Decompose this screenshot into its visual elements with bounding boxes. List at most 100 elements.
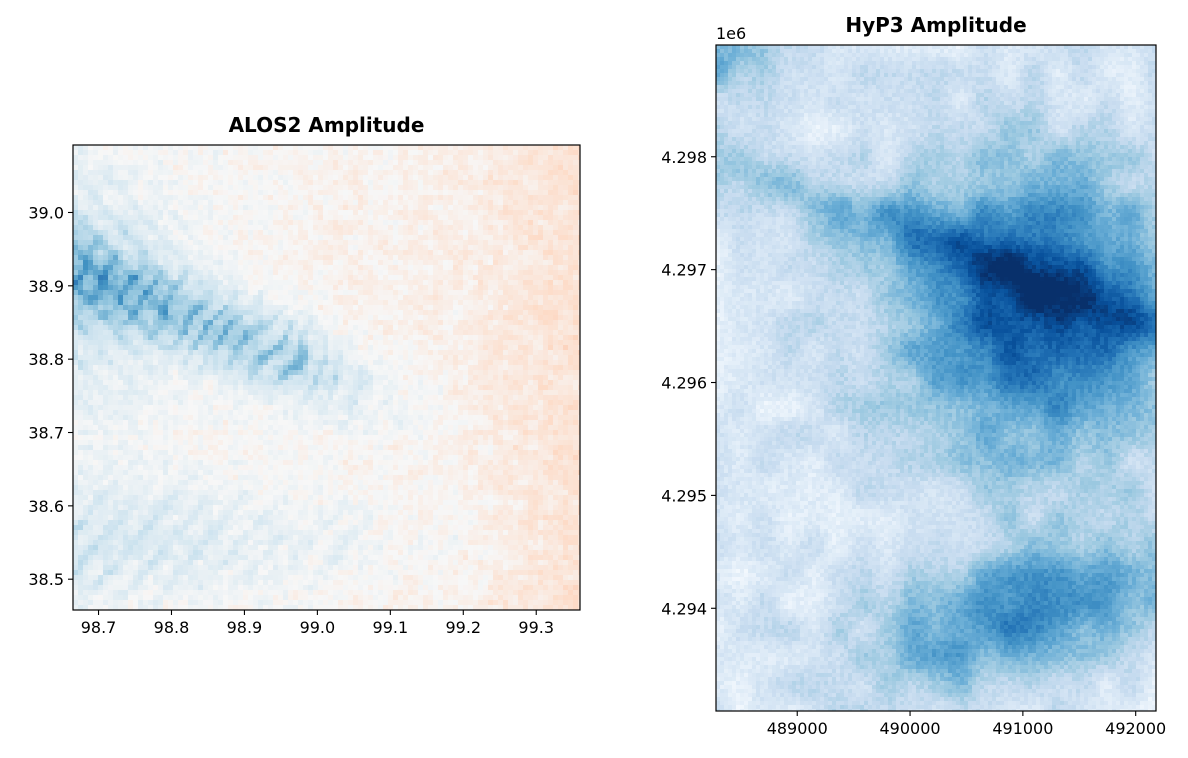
heatmap-cell (273, 180, 279, 186)
heatmap-cell (73, 335, 79, 341)
heatmap-cell (373, 230, 379, 236)
heatmap-cell (443, 265, 449, 271)
heatmap-cell (248, 285, 254, 291)
heatmap-cell (328, 325, 334, 331)
heatmap-cell (158, 265, 164, 271)
heatmap-cell (453, 265, 459, 271)
heatmap-cell (513, 280, 519, 286)
heatmap-cell (173, 225, 179, 231)
heatmap-cell (463, 370, 469, 376)
heatmap-cell (73, 325, 79, 331)
heatmap-cell (248, 345, 254, 351)
heatmap-cell (353, 150, 359, 156)
heatmap-cell (578, 185, 580, 191)
heatmap-cell (538, 310, 544, 316)
heatmap-cell (293, 235, 299, 241)
heatmap-cell (133, 195, 139, 201)
heatmap-cell (463, 275, 469, 281)
heatmap-cell (213, 155, 219, 161)
heatmap-cell (273, 360, 279, 366)
heatmap-cell (348, 330, 354, 336)
heatmap-cell (538, 235, 544, 241)
heatmap-cell (383, 190, 389, 196)
heatmap-cell (123, 270, 129, 276)
heatmap-cell (288, 210, 294, 216)
heatmap-cell (383, 165, 389, 171)
heatmap-cell (138, 365, 144, 371)
heatmap-cell (153, 170, 159, 176)
heatmap-cell (258, 315, 264, 321)
heatmap-cell (288, 240, 294, 246)
heatmap-cell (273, 275, 279, 281)
heatmap-cell (108, 375, 114, 381)
heatmap-cell (128, 375, 134, 381)
heatmap-cell (473, 190, 479, 196)
heatmap-cell (413, 365, 419, 371)
heatmap-cell (138, 335, 144, 341)
heatmap-cell (158, 355, 164, 361)
heatmap-cell (513, 360, 519, 366)
heatmap-cell (358, 145, 364, 151)
heatmap-cell (383, 230, 389, 236)
heatmap-cell (308, 235, 314, 241)
heatmap-cell (153, 230, 159, 236)
heatmap-cell (193, 365, 199, 371)
heatmap-cell (503, 285, 509, 291)
heatmap-cell (78, 255, 84, 261)
heatmap-cell (243, 365, 249, 371)
heatmap-cell (148, 165, 154, 171)
heatmap-cell (83, 360, 89, 366)
heatmap-cell (363, 195, 369, 201)
heatmap-cell (218, 335, 224, 341)
heatmap-cell (568, 365, 574, 371)
heatmap-cell (318, 160, 324, 166)
heatmap-cell (338, 255, 344, 261)
heatmap-cell (223, 220, 229, 226)
alos2-panel: ALOS2 Amplitude 98.7 98.8 98.9 99.0 99.1 99.2… (28, 113, 581, 637)
heatmap-cell (448, 195, 454, 201)
heatmap-cell (458, 335, 464, 341)
heatmap-cell (378, 345, 384, 351)
heatmap-cell (548, 360, 554, 366)
heatmap-cell (333, 185, 339, 191)
heatmap-cell (338, 215, 344, 221)
heatmap-cell (568, 170, 574, 176)
heatmap-cell (243, 175, 249, 181)
heatmap-cell (273, 160, 279, 166)
heatmap-cell (458, 295, 464, 301)
heatmap-cell (298, 340, 304, 346)
heatmap-cell (503, 160, 509, 166)
heatmap-cell (243, 235, 249, 241)
heatmap-cell (83, 300, 89, 306)
heatmap-cell (503, 240, 509, 246)
heatmap-cell (488, 320, 494, 326)
heatmap-cell (478, 290, 484, 296)
heatmap-cell (538, 240, 544, 246)
heatmap-cell (198, 310, 204, 316)
heatmap-cell (468, 270, 474, 276)
heatmap-cell (303, 155, 309, 161)
heatmap-cell (283, 250, 289, 256)
heatmap-cell (328, 255, 334, 261)
heatmap-cell (368, 340, 374, 346)
heatmap-cell (468, 330, 474, 336)
heatmap-cell (123, 245, 129, 251)
heatmap-cell (148, 240, 154, 246)
heatmap-cell (163, 200, 169, 206)
heatmap-cell (483, 385, 489, 391)
heatmap-cell (443, 230, 449, 236)
heatmap-cell (308, 360, 314, 366)
heatmap-cell (323, 340, 329, 346)
heatmap-cell (343, 365, 349, 371)
heatmap-cell (253, 350, 259, 356)
heatmap-cell (498, 200, 504, 206)
heatmap-cell (413, 255, 419, 261)
heatmap-cell (133, 365, 139, 371)
heatmap-cell (353, 290, 359, 296)
heatmap-cell (143, 215, 149, 221)
heatmap-cell (303, 240, 309, 246)
heatmap-cell (453, 325, 459, 331)
heatmap-cell (148, 210, 154, 216)
heatmap-cell (513, 215, 519, 221)
heatmap-cell (328, 245, 334, 251)
